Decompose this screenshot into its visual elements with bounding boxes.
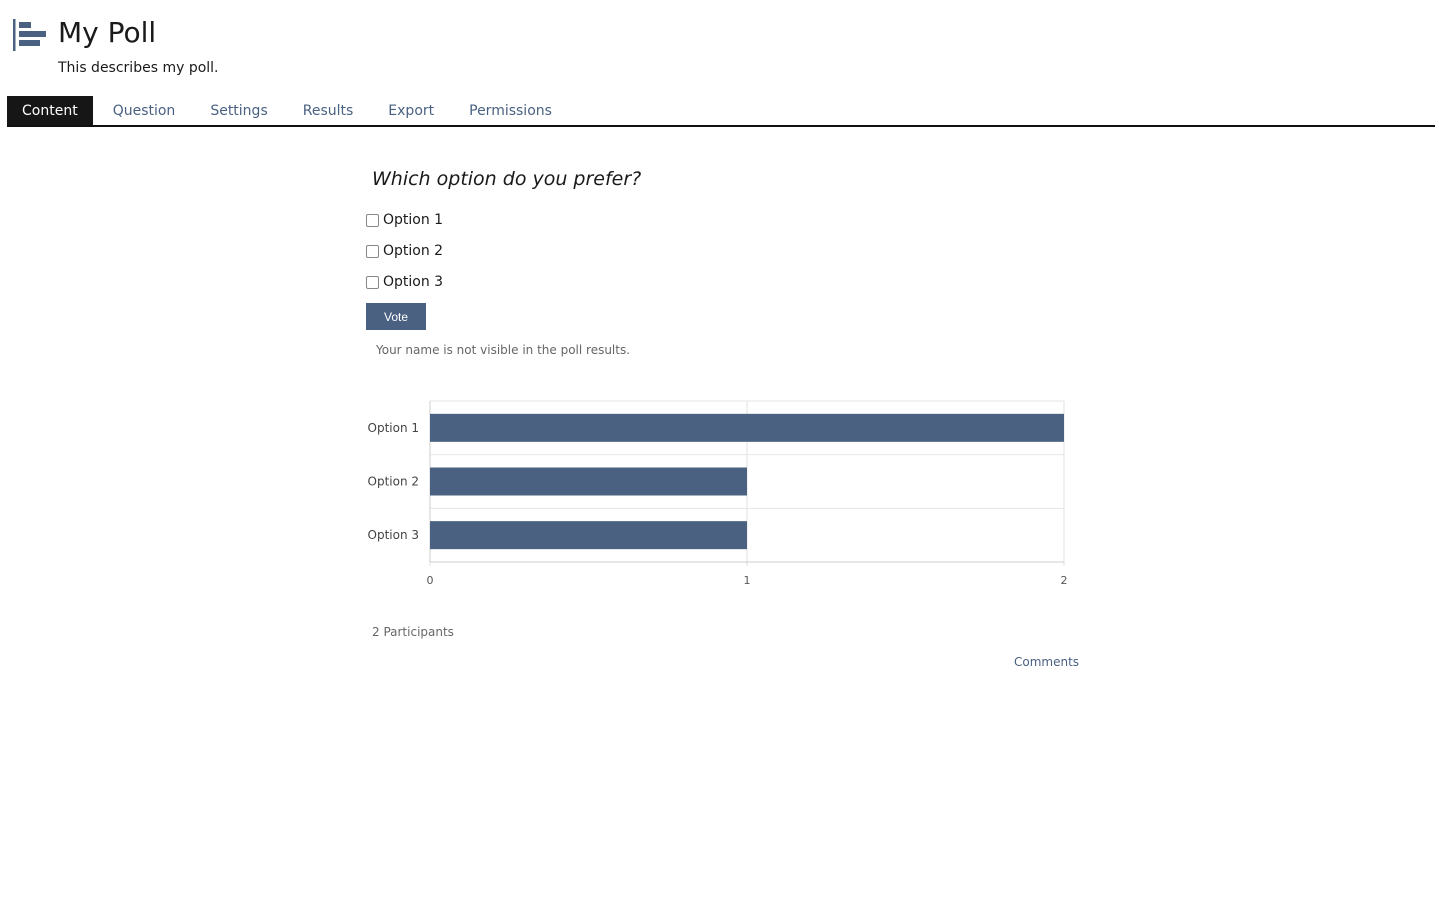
y-tick-label: Option 3	[368, 528, 420, 542]
option-3-checkbox[interactable]: Option 3	[366, 274, 443, 290]
tab-content[interactable]: Content	[7, 96, 93, 125]
x-tick-label: 1	[744, 574, 751, 587]
option-label: Option 3	[383, 274, 444, 290]
comments-link[interactable]: Comments	[1014, 655, 1080, 669]
page-title: My Poll	[58, 16, 157, 49]
option-1-checkbox[interactable]: Option 1	[366, 212, 443, 228]
results-chart: 0 1 2 Option 1 Option 2 Option 3	[368, 400, 1068, 587]
participants-count: 2 Participants	[372, 625, 454, 639]
privacy-note: Your name is not visible in the poll res…	[376, 343, 631, 357]
option-label: Option 2	[383, 243, 444, 259]
x-tick-label: 2	[1061, 574, 1068, 587]
tab-permissions[interactable]: Permissions	[469, 103, 552, 119]
page-description: This describes my poll.	[58, 60, 219, 76]
checkbox[interactable]	[366, 275, 379, 289]
y-tick-label: Option 1	[368, 421, 420, 435]
checkbox[interactable]	[366, 213, 379, 227]
tab-bar: Content Question Settings Results Export…	[7, 96, 1435, 127]
tab-settings[interactable]: Settings	[210, 103, 268, 119]
tab-export[interactable]: Export	[388, 103, 435, 119]
y-tick-label: Option 2	[368, 475, 420, 489]
bar-2	[430, 467, 747, 496]
tab-question[interactable]: Question	[112, 103, 176, 119]
poll-question: Which option do you prefer?	[372, 168, 642, 190]
option-label: Option 1	[383, 212, 444, 228]
poll-bar-icon	[13, 19, 46, 51]
option-2-checkbox[interactable]: Option 2	[366, 243, 443, 259]
bar-1	[430, 413, 1064, 442]
vote-button[interactable]: Vote	[366, 303, 426, 330]
bar-3	[430, 521, 747, 550]
x-tick-label: 0	[427, 574, 434, 587]
tab-results[interactable]: Results	[302, 103, 354, 119]
checkbox[interactable]	[366, 244, 379, 258]
